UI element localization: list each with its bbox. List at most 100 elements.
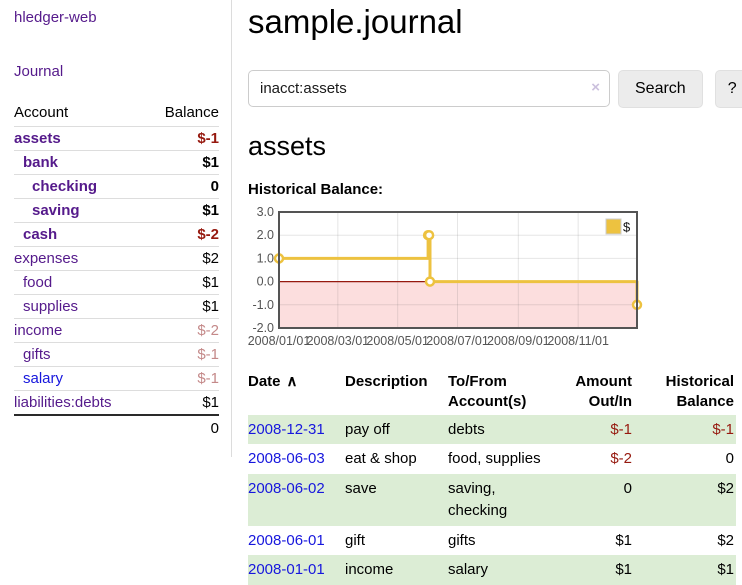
sidebar-item-journal[interactable]: Journal: [14, 63, 219, 80]
sidebar: hledger-web Journal Account Balance asse…: [0, 0, 232, 457]
svg-text:2008/03/01: 2008/03/01: [307, 334, 370, 348]
transaction-accounts: food, supplies: [448, 444, 554, 474]
svg-text:2008/01/01: 2008/01/01: [248, 334, 311, 348]
account-balance: 0: [146, 175, 219, 199]
svg-text:$: $: [623, 220, 631, 235]
transaction-balance: $2: [640, 474, 736, 526]
transaction-date-link[interactable]: 2008-06-03: [248, 450, 325, 467]
svg-text:-2.0: -2.0: [252, 321, 274, 335]
account-link[interactable]: bank: [23, 154, 58, 171]
account-balance: $1: [146, 151, 219, 175]
account-row: salary $-1: [14, 367, 219, 391]
transaction-description: save: [345, 474, 448, 526]
transaction-accounts: debts: [448, 415, 554, 445]
account-row: income $-2: [14, 319, 219, 343]
account-link[interactable]: supplies: [23, 298, 78, 315]
transaction-description: income: [345, 555, 448, 585]
transaction-description: gift: [345, 526, 448, 556]
search-button[interactable]: Search: [618, 70, 703, 108]
account-row: supplies $1: [14, 295, 219, 319]
account-balance: $-1: [146, 367, 219, 391]
account-balance: $1: [146, 391, 219, 416]
clear-search-icon[interactable]: ×: [591, 79, 600, 96]
search-input-wrap: ×: [248, 70, 610, 108]
account-link[interactable]: checking: [32, 178, 97, 195]
page-title: sample.journal: [248, 3, 742, 41]
svg-text:2.0: 2.0: [257, 228, 274, 242]
account-balance: $1: [146, 295, 219, 319]
transaction-amount: $1: [554, 526, 640, 556]
transaction-balance: $2: [640, 526, 736, 556]
register-col-balance: Historical Balance: [640, 370, 736, 415]
account-link[interactable]: gifts: [23, 346, 51, 363]
account-link[interactable]: cash: [23, 226, 57, 243]
register-col-description[interactable]: Description: [345, 370, 448, 415]
account-link[interactable]: liabilities:debts: [14, 394, 112, 411]
transaction-accounts: salary: [448, 555, 554, 585]
transaction-description: pay off: [345, 415, 448, 445]
transaction-date-link[interactable]: 2008-06-02: [248, 480, 325, 497]
account-link[interactable]: food: [23, 274, 52, 291]
account-balance: $1: [146, 271, 219, 295]
register-col-date[interactable]: Date∧: [248, 370, 345, 415]
svg-text:0.0: 0.0: [257, 275, 274, 289]
account-balance: $2: [146, 247, 219, 271]
main-content: sample.journal × Search ? assets Histori…: [232, 0, 742, 585]
svg-text:3.0: 3.0: [257, 206, 274, 219]
accounts-header-row: Account Balance: [14, 100, 219, 127]
register-col-amount: Amount Out/In: [554, 370, 640, 415]
help-button[interactable]: ?: [715, 70, 742, 108]
account-row: assets$-1: [14, 127, 219, 151]
account-balance: $-2: [146, 319, 219, 343]
chart-title: Historical Balance:: [248, 181, 742, 198]
accounts-total-value: 0: [146, 415, 219, 441]
account-row: checking 0: [14, 175, 219, 199]
search-bar: × Search ?: [248, 70, 742, 108]
accounts-col-account: Account: [14, 100, 146, 127]
transaction-date-link[interactable]: 2008-01-01: [248, 561, 325, 578]
transaction-accounts: saving, checking: [448, 474, 554, 526]
transaction-date-link[interactable]: 2008-12-31: [248, 421, 325, 438]
account-balance: $-2: [146, 223, 219, 247]
svg-text:-1.0: -1.0: [252, 298, 274, 312]
account-balance: $1: [146, 199, 219, 223]
transaction-balance: 0: [640, 444, 736, 474]
account-link[interactable]: salary: [23, 370, 63, 387]
account-row: liabilities:debts $1: [14, 391, 219, 416]
account-row: expenses $2: [14, 247, 219, 271]
accounts-total-row: 0: [14, 415, 219, 441]
account-row: gifts $-1: [14, 343, 219, 367]
account-row: saving $1: [14, 199, 219, 223]
sort-asc-icon: ∧: [287, 373, 298, 390]
search-input[interactable]: [248, 70, 610, 107]
brand-link[interactable]: hledger-web: [14, 9, 219, 26]
transaction-date-link[interactable]: 2008-06-01: [248, 532, 325, 549]
transaction-balance: $-1: [640, 415, 736, 445]
svg-text:1.0: 1.0: [257, 251, 274, 265]
balance-chart[interactable]: $3.0 2.0 1.0 0.0 -1.0 -2.02008/01/012008/03/0…: [242, 206, 742, 354]
account-link[interactable]: saving: [32, 202, 80, 219]
transaction-amount: 0: [554, 474, 640, 526]
accounts-total-spacer: [14, 415, 146, 441]
transaction-amount: $-1: [554, 415, 640, 445]
account-row: food $1: [14, 271, 219, 295]
account-balance: $-1: [146, 343, 219, 367]
account-link[interactable]: income: [14, 322, 62, 339]
transaction-amount: $-2: [554, 444, 640, 474]
register-col-accounts: To/From Account(s): [448, 370, 554, 415]
account-row: cash $-2: [14, 223, 219, 247]
account-link[interactable]: assets: [14, 130, 61, 147]
transaction-amount: $1: [554, 555, 640, 585]
account-link[interactable]: expenses: [14, 250, 78, 267]
